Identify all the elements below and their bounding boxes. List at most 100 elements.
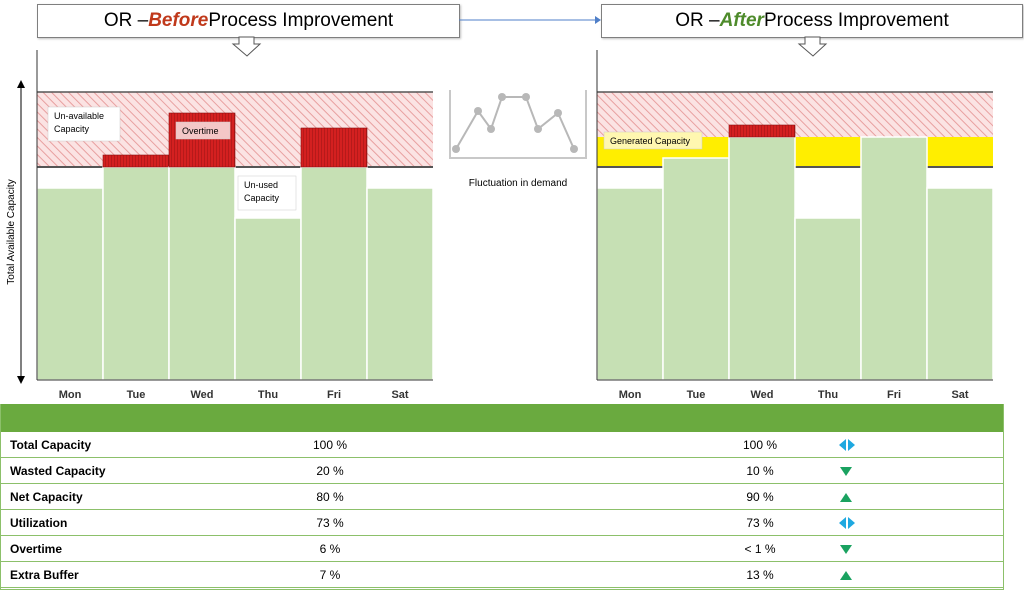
bar-used-mon	[36, 187, 104, 381]
comparison-table: Total Capacity 100 % 100 % Wasted Capacity 2…	[0, 404, 1003, 588]
row-label: Total Capacity	[10, 438, 92, 452]
triangle-up-icon	[840, 493, 852, 502]
down-arrow-before-icon	[231, 36, 262, 57]
row-label: Extra Buffer	[10, 568, 79, 582]
tick-label-wed: Wed	[750, 389, 773, 401]
decor-arrows	[231, 16, 828, 57]
bar-used-tue	[102, 166, 170, 381]
bar-used-sat	[366, 187, 434, 381]
y-axis-arrow-up-icon	[17, 80, 25, 88]
after-value: 73 %	[746, 516, 774, 530]
up-triangle-icon	[840, 493, 852, 502]
bar-used-sat	[926, 187, 994, 381]
tick-label-thu: Thu	[258, 389, 278, 401]
bar-used-mon	[596, 187, 664, 381]
table-row: Overtime 6 % < 1 %	[0, 536, 1003, 562]
before-title-suffix: Process Improvement	[208, 10, 394, 31]
label-unavailable: Un-available Capacity	[47, 106, 121, 142]
bar-used-fri	[300, 166, 368, 381]
tick-label-sat: Sat	[391, 389, 408, 401]
arrow-left-icon	[839, 439, 846, 451]
fluctuation-line	[455, 96, 575, 150]
label-overtime: Overtime	[175, 121, 231, 140]
before-value: 20 %	[316, 464, 344, 478]
arrow-left-icon	[839, 517, 846, 529]
down-triangle-icon	[840, 545, 852, 554]
label-overtime-text: Overtime	[182, 126, 219, 136]
after-title-emphasis: After	[719, 10, 764, 31]
up-triangle-icon	[840, 571, 852, 580]
table-header-bar	[0, 404, 1003, 432]
before-value: 7 %	[319, 568, 341, 582]
after-value: 100 %	[742, 438, 778, 452]
tick-label-fri: Fri	[327, 389, 341, 401]
tick-label-fri: Fri	[887, 389, 901, 401]
chart-after: Mon Tue Wed Thu Fri Sat Generated Capacity	[596, 50, 994, 401]
triangle-down-icon	[840, 467, 852, 476]
before-value: 80 %	[316, 490, 344, 504]
after-value: < 1 %	[744, 542, 776, 556]
label-unused: Un-used Capacity	[237, 175, 297, 211]
table-row: Extra Buffer 7 % 13 %	[0, 562, 1003, 588]
bar-used-thu	[234, 217, 302, 381]
connector-arrow-head	[595, 16, 601, 24]
tick-label-tue: Tue	[127, 389, 146, 401]
fluctuation-points	[452, 93, 578, 153]
bar-used-wed	[728, 136, 796, 381]
row-label: Wasted Capacity	[10, 464, 106, 478]
arrow-right-icon	[848, 439, 855, 451]
after-title-suffix: Process Improvement	[763, 10, 949, 31]
triangle-down-icon	[840, 545, 852, 554]
bar-overtime-tue	[102, 154, 170, 168]
after-value: 13 %	[746, 568, 774, 582]
after-value: 10 %	[746, 464, 774, 478]
neutral-arrows-icon	[839, 517, 855, 529]
label-unavailable-text: Un-available Capacity	[54, 111, 104, 134]
bar-used-wed	[168, 166, 236, 381]
row-label: Net Capacity	[10, 490, 83, 504]
neutral-arrows-icon	[839, 439, 855, 451]
down-triangle-icon	[840, 467, 852, 476]
y-axis-indicator: Total Available Capacity	[6, 80, 25, 384]
fluctuation-caption: Fluctuation in demand	[468, 178, 568, 189]
row-label: Utilization	[10, 516, 68, 530]
label-generated-box	[603, 131, 703, 150]
tick-label-mon: Mon	[59, 389, 82, 401]
tick-label-wed: Wed	[190, 389, 213, 401]
tick-label-sat: Sat	[951, 389, 968, 401]
fluctuation-diagram	[449, 90, 587, 159]
tick-label-tue: Tue	[687, 389, 706, 401]
before-title-prefix: OR –	[103, 10, 149, 31]
table-body: Total Capacity 100 % 100 % Wasted Capacity 2…	[0, 432, 1003, 588]
table-row: Utilization 73 % 73 %	[0, 510, 1003, 536]
before-title: OR – Before Process Improvement	[37, 4, 460, 38]
after-value: 90 %	[746, 490, 774, 504]
fluctuation-frame	[449, 90, 587, 159]
label-unavailable-box	[47, 106, 121, 142]
before-value: 73 %	[316, 516, 344, 530]
label-overtime-box	[175, 121, 231, 140]
label-unused-text: Un-used Capacity	[244, 180, 280, 203]
after-title-prefix: OR –	[675, 10, 720, 31]
label-generated: Generated Capacity	[603, 131, 703, 150]
tick-label-mon: Mon	[619, 389, 642, 401]
row-label: Overtime	[10, 542, 63, 556]
bar-overtime-wed	[728, 124, 796, 138]
after-title: OR – After Process Improvement	[601, 4, 1023, 38]
tick-label-thu: Thu	[818, 389, 838, 401]
down-arrow-after-icon	[797, 36, 828, 57]
triangle-up-icon	[840, 571, 852, 580]
label-generated-text: Generated Capacity	[610, 136, 691, 146]
y-axis-label: Total Available Capacity	[6, 179, 17, 284]
y-axis-arrow-down-icon	[17, 376, 25, 384]
bar-used-thu	[794, 217, 862, 381]
arrow-right-icon	[848, 517, 855, 529]
bar-overtime-wed	[168, 112, 236, 168]
before-title-emphasis: Before	[148, 10, 209, 31]
before-value: 100 %	[312, 438, 348, 452]
chart-before: Mon Tue Wed Thu Fri Sat Un-available Capacity Ov…	[36, 50, 434, 401]
bar-used-fri	[860, 136, 928, 381]
table-row: Wasted Capacity 20 % 10 %	[0, 458, 1003, 484]
table-row: Total Capacity 100 % 100 %	[0, 432, 1003, 458]
before-value: 6 %	[319, 542, 341, 556]
